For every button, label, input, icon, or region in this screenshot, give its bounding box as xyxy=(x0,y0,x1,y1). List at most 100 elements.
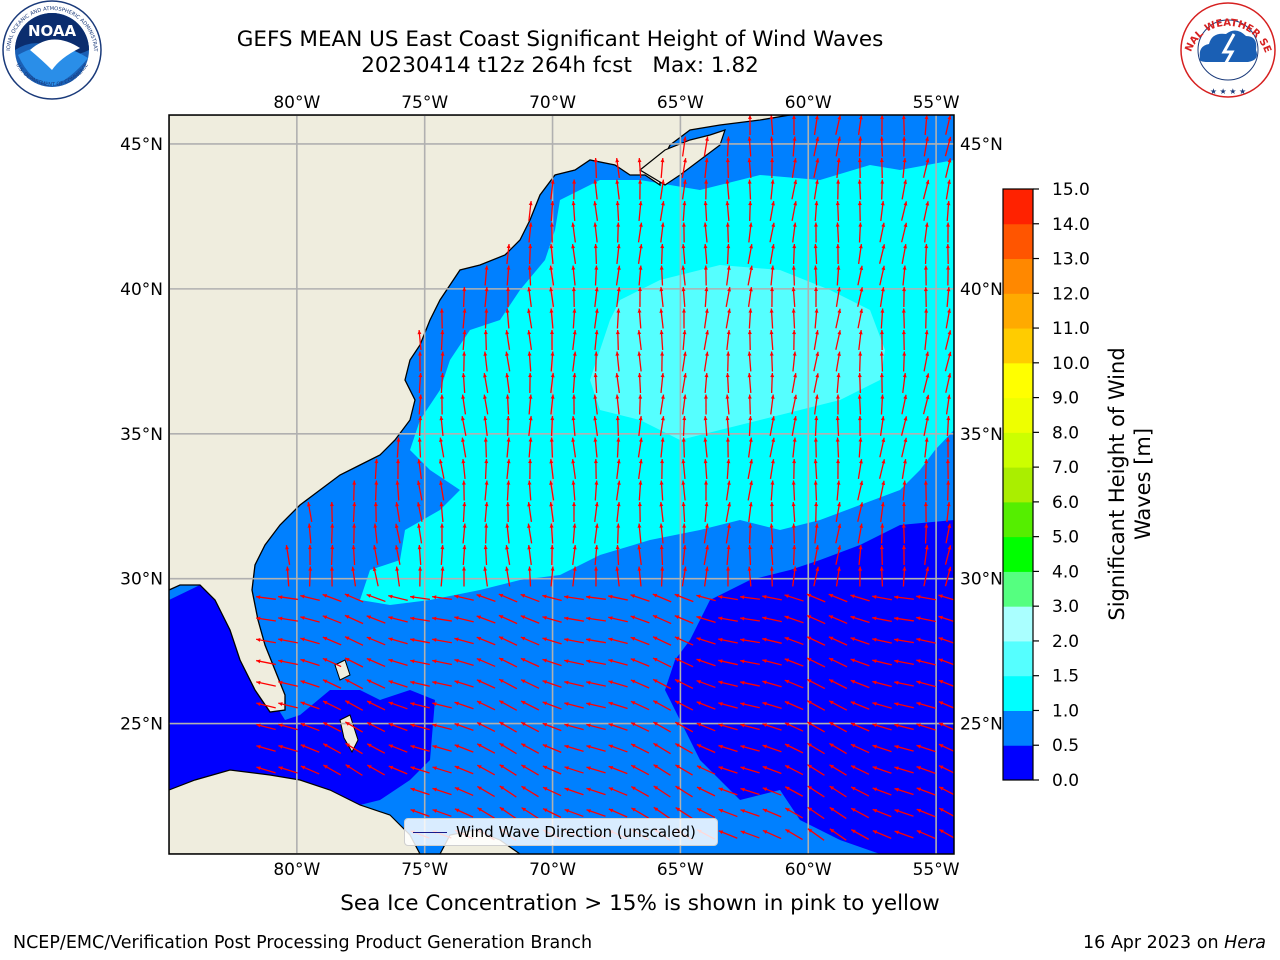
wind-wave-arrow xyxy=(747,179,752,200)
wind-wave-arrow xyxy=(454,722,474,732)
wind-wave-arrow xyxy=(703,523,709,544)
wind-wave-arrow xyxy=(440,544,445,566)
wind-wave-arrow xyxy=(872,616,892,623)
wind-wave-arrow xyxy=(836,179,841,200)
wind-wave-arrow xyxy=(432,702,452,709)
wind-wave-arrow xyxy=(256,766,276,774)
lon-tick-label-top: 75°W xyxy=(401,93,448,113)
wind-wave-arrow xyxy=(835,351,841,372)
wind-wave-arrow xyxy=(594,566,598,587)
wind-wave-arrow xyxy=(484,501,489,523)
wind-wave-arrow xyxy=(894,702,914,709)
wind-wave-arrow xyxy=(792,351,797,372)
wind-wave-arrow xyxy=(923,158,930,178)
wind-wave-arrow xyxy=(300,680,320,688)
wind-wave-arrow xyxy=(462,501,467,523)
wind-wave-arrow xyxy=(432,680,452,687)
wind-wave-arrow xyxy=(681,136,687,157)
wind-wave-arrow xyxy=(726,265,731,286)
wind-wave-arrow xyxy=(792,329,797,351)
wind-wave-arrow xyxy=(945,179,951,200)
wind-wave-arrow xyxy=(901,222,908,243)
lat-tick-label-left: 40°N xyxy=(120,280,163,300)
wind-wave-arrow xyxy=(586,745,606,752)
wind-wave-arrow xyxy=(499,742,517,755)
wind-wave-arrow xyxy=(615,265,621,286)
wind-wave-arrow xyxy=(527,566,532,587)
wind-wave-arrow xyxy=(616,437,621,458)
wind-wave-arrow xyxy=(938,658,954,666)
wind-wave-arrow xyxy=(784,658,804,667)
wind-wave-arrow xyxy=(586,616,606,622)
wind-wave-arrow xyxy=(638,394,643,415)
wind-wave-arrow xyxy=(653,806,671,820)
colorbar-tick-label: 2.0 xyxy=(1052,632,1079,652)
wind-wave-arrow xyxy=(440,372,445,394)
wind-wave-arrow xyxy=(858,222,863,243)
wind-wave-arrow xyxy=(835,115,842,135)
wind-wave-arrow xyxy=(608,744,628,753)
colorbar: 0.0 0.5 1.0 1.5 2.0 3.0 4.0 5.0 6.0 7.0 8.0 9.0 10.0… xyxy=(1002,180,1090,791)
wind-wave-arrow xyxy=(703,200,708,222)
wind-wave-arrow xyxy=(916,808,936,818)
wind-wave-arrow xyxy=(681,501,686,523)
wind-wave-arrow xyxy=(630,615,650,624)
wind-wave-arrow xyxy=(696,637,716,645)
wind-wave-arrow xyxy=(901,437,908,458)
wind-wave-arrow xyxy=(322,636,342,646)
lat-tick-label-right: 30°N xyxy=(960,570,1003,590)
wind-wave-arrow xyxy=(593,201,599,221)
wind-wave-arrow xyxy=(850,615,870,624)
wind-wave-arrow xyxy=(483,544,488,566)
wind-wave-arrow xyxy=(278,616,298,622)
wind-wave-arrow xyxy=(630,594,650,602)
wind-wave-arrow xyxy=(460,416,467,436)
lon-tick-label-top: 55°W xyxy=(913,93,960,113)
wind-wave-arrow xyxy=(725,157,730,179)
wind-wave-arrow xyxy=(784,722,804,732)
wind-wave-arrow xyxy=(462,308,467,329)
wind-wave-arrow xyxy=(879,566,884,587)
wind-wave-arrow xyxy=(630,764,650,776)
wind-wave-arrow xyxy=(696,679,716,689)
wind-wave-arrow xyxy=(630,743,650,754)
wind-wave-arrow xyxy=(352,523,357,544)
wind-wave-arrow xyxy=(549,502,554,522)
wind-wave-arrow xyxy=(682,523,687,544)
wind-wave-arrow xyxy=(615,415,620,437)
lon-tick-label-bottom: 60°W xyxy=(785,860,832,880)
wind-wave-arrow xyxy=(637,501,642,523)
wind-wave-arrow xyxy=(660,458,665,480)
wind-wave-arrow xyxy=(322,721,342,733)
wind-wave-arrow xyxy=(674,615,694,624)
wind-wave-arrow xyxy=(718,616,738,622)
wind-wave-arrow xyxy=(850,829,870,840)
lat-tick-label-right: 40°N xyxy=(960,280,1003,300)
wind-wave-arrow xyxy=(916,680,936,688)
wind-wave-arrow xyxy=(762,659,782,666)
wind-wave-arrow xyxy=(725,502,732,522)
wind-wave-arrow xyxy=(747,566,752,587)
wind-wave-arrow xyxy=(608,616,628,623)
wind-wave-arrow xyxy=(256,702,276,709)
wind-wave-arrow xyxy=(828,657,848,668)
wind-wave-arrow xyxy=(829,742,847,755)
wind-wave-arrow xyxy=(571,222,576,243)
wind-wave-arrow xyxy=(484,523,489,544)
wind-wave-arrow xyxy=(615,158,620,178)
wind-wave-arrow xyxy=(476,764,496,776)
wind-wave-arrow xyxy=(946,222,950,243)
wind-wave-arrow xyxy=(850,786,870,797)
wind-wave-arrow xyxy=(484,458,489,480)
wind-wave-arrow xyxy=(813,480,818,501)
wind-wave-arrow xyxy=(703,545,709,565)
wind-wave-arrow xyxy=(520,679,540,689)
wind-wave-arrow xyxy=(718,595,738,601)
colorbar-tick-label: 10.0 xyxy=(1052,354,1090,374)
wind-wave-arrow xyxy=(506,458,511,480)
wind-wave-arrow xyxy=(432,766,452,774)
wind-wave-arrow xyxy=(659,394,665,415)
wind-wave-arrow xyxy=(835,330,842,350)
wind-wave-arrow xyxy=(916,616,936,623)
wind-wave-arrow xyxy=(498,636,518,646)
